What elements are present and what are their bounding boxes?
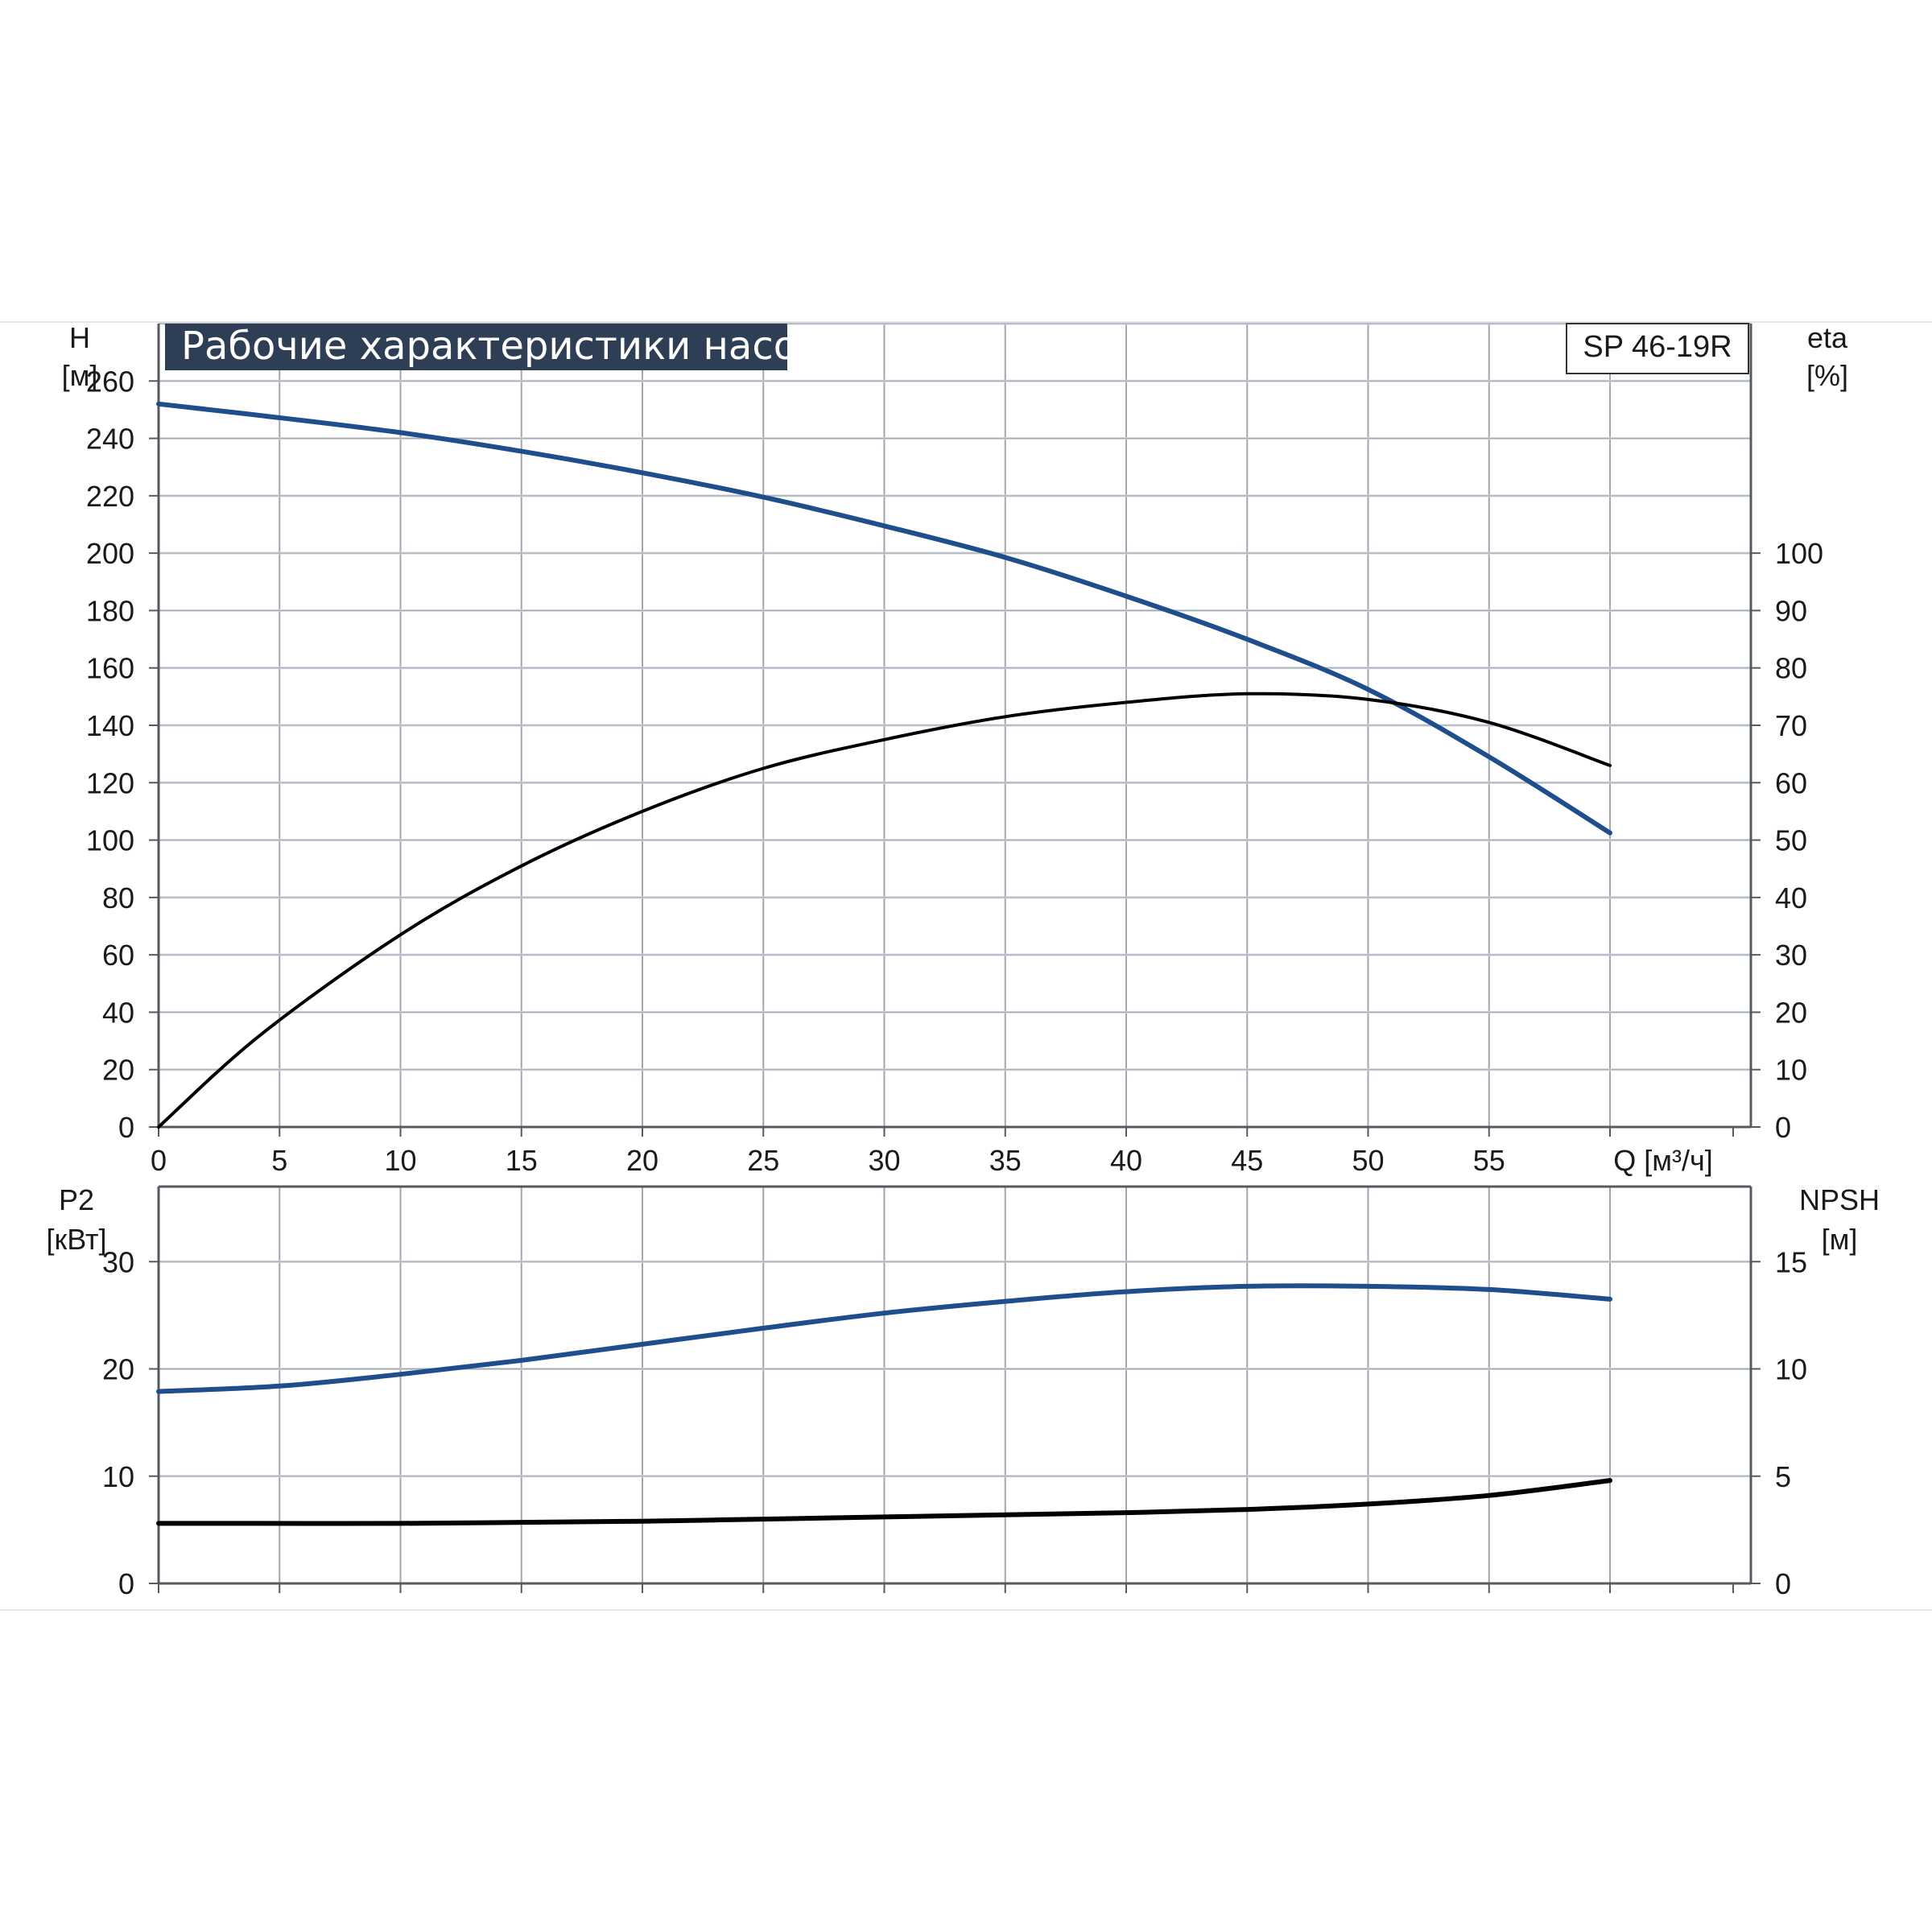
left-tick-label: 200 <box>86 537 134 570</box>
x-tick-label: 35 <box>989 1144 1022 1177</box>
left-tick-label: 10 <box>102 1460 134 1493</box>
model-label-box: SP 46-19R <box>1566 323 1749 374</box>
right-tick-label: 40 <box>1775 881 1807 914</box>
x-tick-label: 30 <box>868 1144 900 1177</box>
x-tick-label: 0 <box>151 1144 167 1177</box>
left-axis-title: P2 <box>59 1183 94 1216</box>
right-tick-label: 50 <box>1775 824 1807 857</box>
x-axis-title: Q [м³/ч] <box>1613 1144 1713 1177</box>
left-tick-label: 80 <box>102 881 134 914</box>
left-tick-label: 240 <box>86 423 134 456</box>
left-tick-label: 20 <box>102 1054 134 1087</box>
left-tick-label: 40 <box>102 996 134 1029</box>
left-tick-label: 30 <box>102 1245 134 1278</box>
left-tick-label: 120 <box>86 766 134 799</box>
series-line-1 <box>156 1478 1612 1526</box>
x-tick-label: 15 <box>506 1144 538 1177</box>
left-tick-label: 140 <box>86 709 134 742</box>
series-line-0 <box>156 401 1612 836</box>
right-tick-label: 30 <box>1775 939 1807 972</box>
right-tick-label: 5 <box>1775 1460 1791 1493</box>
right-axis-unit: [м] <box>1822 1223 1858 1256</box>
x-tick-label: 55 <box>1473 1144 1505 1177</box>
right-tick-label: 0 <box>1775 1567 1791 1600</box>
power-npsh-panel: 0 10 20 30 0 5 10 15 P2 [кВт] NPSH [м] <box>46 1183 1880 1600</box>
left-tick-label: 260 <box>86 365 134 398</box>
right-axis-title: NPSH <box>1799 1183 1880 1216</box>
right-axis-title: eta <box>1807 321 1848 354</box>
model-label-background <box>1566 323 1749 374</box>
chart-title: Рабочие характеристики насоса <box>181 324 842 369</box>
left-tick-label: 180 <box>86 594 134 627</box>
right-tick-label: 10 <box>1775 1054 1807 1087</box>
right-tick-label: 10 <box>1775 1353 1807 1386</box>
left-tick-label: 60 <box>102 939 134 972</box>
right-tick-label: 20 <box>1775 996 1807 1029</box>
left-tick-label: 220 <box>86 480 134 513</box>
chart-title-box: Рабочие характеристики насоса <box>165 324 842 370</box>
x-tick-label: 25 <box>747 1144 779 1177</box>
x-tick-label: 45 <box>1231 1144 1263 1177</box>
right-tick-label: 100 <box>1775 537 1823 570</box>
series-line-1 <box>157 691 1612 1129</box>
left-axis-unit: [м] <box>62 359 98 392</box>
right-tick-label: 0 <box>1775 1111 1791 1144</box>
left-tick-label: 0 <box>118 1567 134 1600</box>
right-tick-label: 15 <box>1775 1245 1807 1278</box>
left-tick-label: 100 <box>86 824 134 857</box>
right-tick-label: 90 <box>1775 594 1807 627</box>
series-line-0 <box>156 1283 1612 1394</box>
x-tick-label: 40 <box>1110 1144 1142 1177</box>
x-tick-label: 10 <box>384 1144 416 1177</box>
model-label: SP 46-19R <box>1583 330 1732 364</box>
x-tick-label: 5 <box>271 1144 287 1177</box>
left-tick-label: 20 <box>102 1353 134 1386</box>
title-background <box>165 324 787 370</box>
head-efficiency-panel: 0204060801001201401601802002202402600102… <box>62 321 1848 1177</box>
right-tick-label: 60 <box>1775 766 1807 799</box>
x-tick-label: 50 <box>1352 1144 1384 1177</box>
left-tick-label: 160 <box>86 652 134 685</box>
right-tick-label: 70 <box>1775 709 1807 742</box>
left-tick-label: 0 <box>118 1111 134 1144</box>
x-tick-label: 20 <box>626 1144 658 1177</box>
right-axis-unit: [%] <box>1806 359 1848 392</box>
left-axis-unit: [кВт] <box>46 1223 106 1256</box>
left-axis-title: H <box>69 321 90 354</box>
right-tick-label: 80 <box>1775 652 1807 685</box>
